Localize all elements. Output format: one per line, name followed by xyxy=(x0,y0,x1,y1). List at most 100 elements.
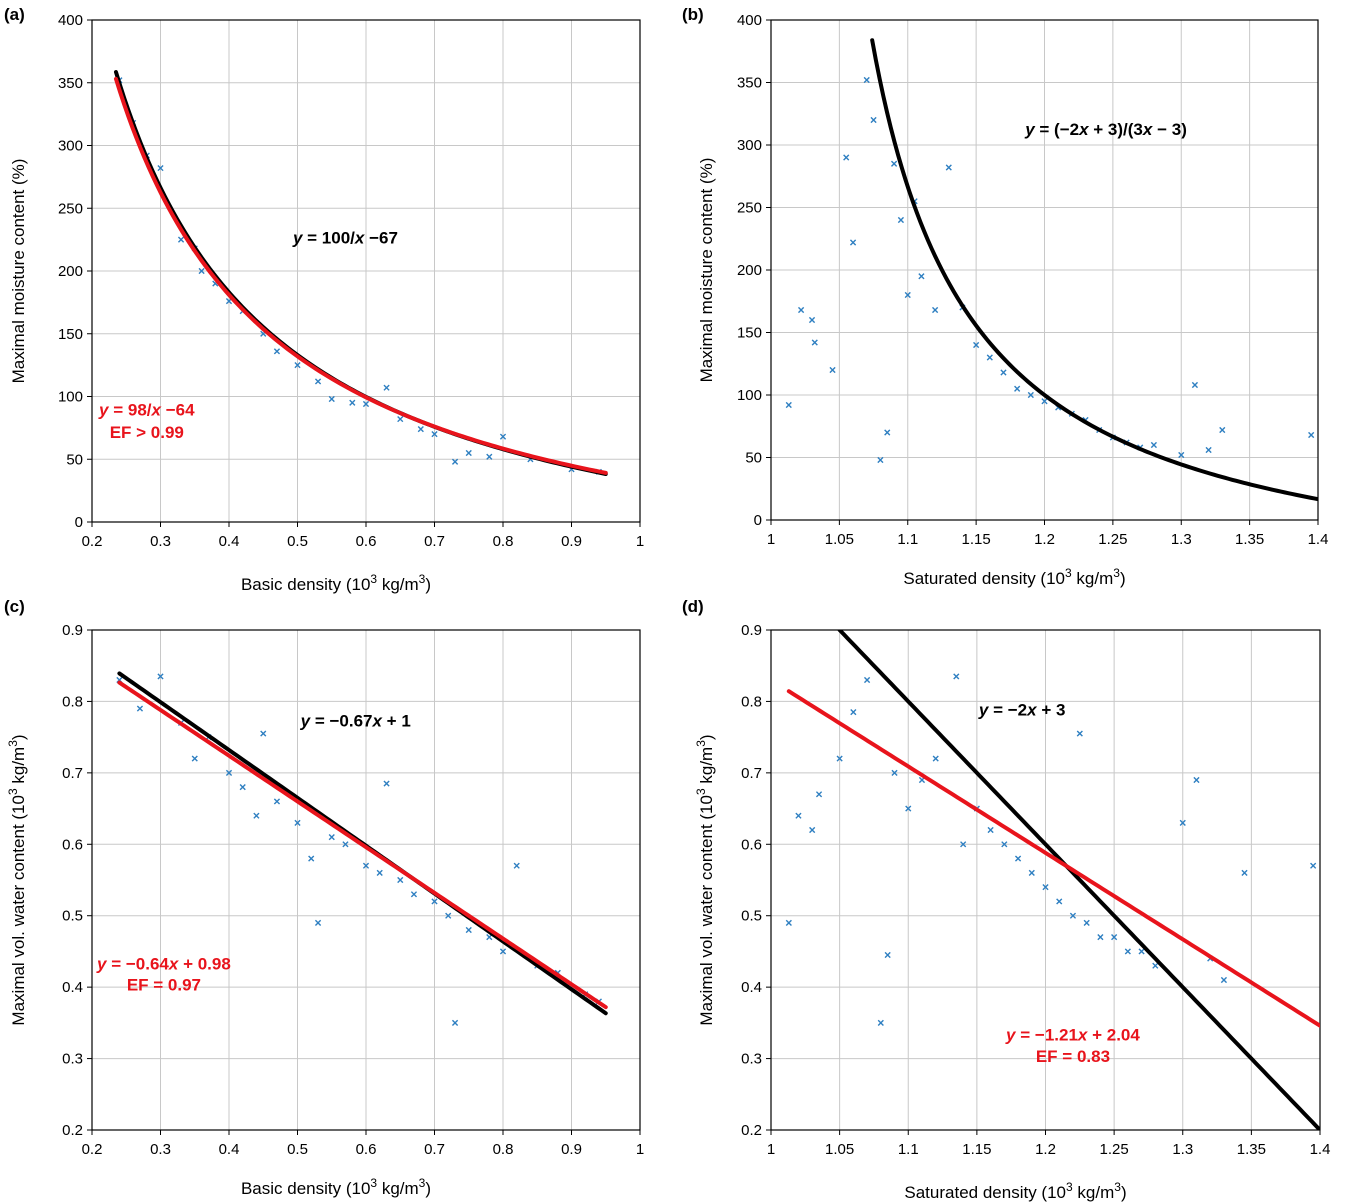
panel-c-letter: (c) xyxy=(4,597,25,616)
scatter-point xyxy=(884,429,891,436)
scatter-point xyxy=(932,306,939,314)
x-axis-title: Saturated density (103 kg/m3) xyxy=(903,566,1125,588)
scatter-point xyxy=(1041,398,1048,405)
scatter-point xyxy=(849,239,857,246)
y-tick-label: 200 xyxy=(58,263,83,280)
scatter-point xyxy=(397,415,404,423)
panel-c: (c) 0.2 0.3 0.4 0.5 0.6 0.7 0.8 0.9 10.20.30.40.… xyxy=(4,597,644,1198)
scatter-point xyxy=(797,306,805,314)
x-tick-label: 1.2 xyxy=(1035,1141,1056,1158)
scatter-point xyxy=(362,400,370,408)
y-tick-label: 0.3 xyxy=(741,1051,762,1068)
equation-label-2: EF > 0.99 xyxy=(110,423,184,442)
x-tick-label: 1 xyxy=(767,1141,775,1158)
x-tick-label: 0.2 xyxy=(82,1141,103,1158)
scatter-point xyxy=(1138,948,1145,955)
scatter-point xyxy=(1178,451,1185,459)
x-tick-label: 1 xyxy=(767,531,775,548)
x-tick-label: 1.1 xyxy=(898,1141,919,1158)
panel-a: (a) 0.2 0.3 0.4 0.5 0.6 0.7 0.8 0.9 1 0 50 100 150 20… xyxy=(4,5,644,594)
scatter-point xyxy=(1193,776,1200,784)
x-tick-label: 1.4 xyxy=(1308,531,1329,548)
fit-curve-1 xyxy=(113,76,608,475)
scatter-point xyxy=(383,780,390,787)
scatter-point xyxy=(157,673,164,680)
scatter-point xyxy=(1028,869,1035,876)
fit-curves xyxy=(117,671,608,1016)
scatter-point xyxy=(1220,976,1228,984)
scatter-point xyxy=(253,812,260,819)
x-tick-label: 0.9 xyxy=(561,1141,582,1158)
x-tick-label: 1.05 xyxy=(825,1141,854,1158)
scatter-point xyxy=(890,160,898,167)
fit-curve-1 xyxy=(786,689,1320,1028)
fit-curve-1 xyxy=(117,680,608,1010)
y-tick-label: 0.2 xyxy=(62,1122,83,1139)
equation-label-1: y = −1.21x + 2.04 xyxy=(1005,1026,1140,1045)
scatter-point xyxy=(1056,898,1063,905)
scatter-point xyxy=(785,401,792,409)
scatter-point xyxy=(260,730,267,737)
scatter-point xyxy=(1014,855,1022,862)
y-tick-label: 0.9 xyxy=(741,622,762,639)
scatter-point xyxy=(273,348,281,355)
scatter-point xyxy=(1076,730,1083,737)
scatter-point xyxy=(136,705,144,712)
scatter-point xyxy=(1097,934,1104,941)
y-tick-label: 0.8 xyxy=(62,693,83,710)
scatter-point xyxy=(1241,869,1248,876)
y-tick-label: 150 xyxy=(58,326,83,343)
scatter-point xyxy=(904,291,911,299)
y-tick-label: 150 xyxy=(737,325,762,342)
x-tick-label: 1.4 xyxy=(1310,1141,1331,1158)
scatter-point xyxy=(486,453,493,460)
y-tick-label: 0.9 xyxy=(62,622,83,639)
scatter-point xyxy=(877,456,884,464)
scatter-point xyxy=(177,236,185,243)
scatter-point xyxy=(198,267,205,275)
y-tick-label: 0.5 xyxy=(741,908,762,925)
panel-d: (d) 1 1.05 1.1 1.15 1.2 1.25 1.3 1.35 1.4 0.2 0.3 0… xyxy=(682,597,1330,1202)
y-tick-label: 0.6 xyxy=(62,836,83,853)
scatter-point xyxy=(314,919,322,926)
y-tick-label: 0.2 xyxy=(741,1122,762,1139)
scatter-point xyxy=(342,841,349,848)
scatter-point xyxy=(349,399,356,406)
x-tick-label: 1.05 xyxy=(825,531,854,548)
equation-label-0: y = −0.67x + 1 xyxy=(300,711,411,730)
scatter-series xyxy=(785,76,1315,464)
y-tick-label: 0.6 xyxy=(741,836,762,853)
y-tick-label: 200 xyxy=(737,262,762,279)
x-tick-label: 0.9 xyxy=(561,533,582,550)
scatter-point xyxy=(918,273,925,280)
y-tick-label: 250 xyxy=(58,200,83,217)
scatter-point xyxy=(499,433,507,440)
y-tick-label: 350 xyxy=(58,75,83,92)
scatter-point xyxy=(1014,385,1021,392)
scatter-point xyxy=(945,164,952,171)
y-tick-label: 0.7 xyxy=(62,765,83,782)
scatter-point xyxy=(328,834,335,841)
x-axis-title: Saturated density (103 kg/m3) xyxy=(904,1180,1126,1202)
y-tick-label: 0.4 xyxy=(62,979,83,996)
model-curve-0 xyxy=(837,630,1320,1130)
scatter-point xyxy=(1027,391,1034,399)
scatter-point xyxy=(795,812,802,819)
equation-label-1: y = −0.64x + 0.98 xyxy=(96,954,231,973)
panel-d-labels: 1 1.05 1.1 1.15 1.2 1.25 1.3 1.35 1.4 0.2 0.3 0.4 0.… xyxy=(694,622,1330,1202)
scatter-point xyxy=(1205,446,1212,454)
scatter-point xyxy=(451,1019,459,1026)
y-tick-label: 400 xyxy=(58,12,83,29)
scatter-point xyxy=(451,458,459,465)
x-axis-title: Basic density (103 kg/m3) xyxy=(241,1176,431,1198)
x-tick-label: 1.15 xyxy=(962,1141,991,1158)
scatter-point xyxy=(431,431,438,438)
panel-a-labels: 0.2 0.3 0.4 0.5 0.6 0.7 0.8 0.9 1 0 50 100 150 200 250… xyxy=(9,12,644,594)
model-curve-0 xyxy=(870,38,1318,502)
x-tick-label: 1 xyxy=(636,1141,644,1158)
equation-label-0: y = (−2x + 3)/(3x − 3) xyxy=(1024,120,1187,139)
y-axis-title: Maximal moisture content (%) xyxy=(697,158,716,383)
scatter-point xyxy=(1069,912,1077,919)
scatter-point xyxy=(785,919,792,926)
